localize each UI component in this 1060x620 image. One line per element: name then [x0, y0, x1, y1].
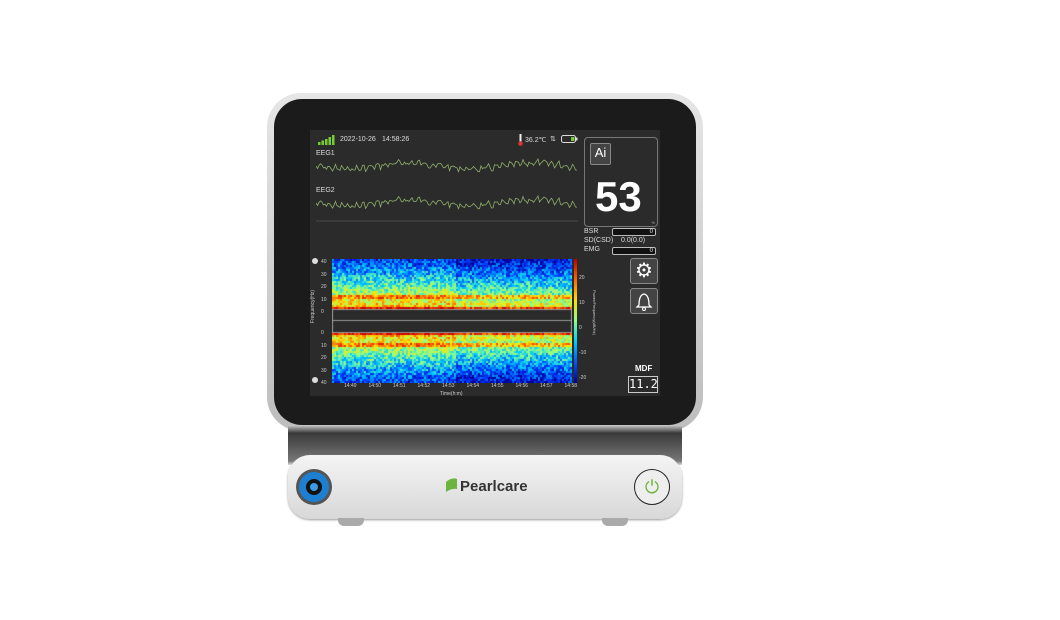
bell-icon [635, 293, 653, 311]
tick-label: 10 [321, 296, 327, 303]
device-base: Pearlcare ⏻ [288, 455, 682, 519]
x-tick-label: 14:56 [515, 383, 529, 389]
index-unit: % [651, 220, 655, 225]
tick-label: 0 [579, 325, 582, 331]
tick-label: -10 [579, 350, 587, 356]
emg-bar: 0 [612, 247, 656, 255]
status-date: 2022-10-26 [340, 136, 376, 143]
x-tick-label: 14:51 [393, 383, 406, 389]
eeg1-label: EEG1 [316, 150, 335, 157]
brand-logo-icon [446, 478, 457, 492]
x-axis-label: Time(h:m) [440, 391, 463, 397]
device-foot [338, 518, 364, 526]
settings-button[interactable]: ⚙ [630, 258, 658, 284]
ai-badge: Ai [590, 143, 611, 165]
x-tick-label: 14:49 [344, 383, 357, 389]
y-ticks-top: 40 30 20 10 0 [321, 259, 331, 315]
sensor-connector[interactable] [296, 469, 332, 505]
index-panel: Ai 53 % [584, 137, 658, 227]
x-ticks: 14:49 14:50 14:51 14:52 14:53 14:54 14:55 14:56… [332, 383, 577, 390]
alarm-button[interactable] [630, 288, 658, 314]
spectro-top-marker-icon [312, 258, 318, 264]
brand-name: Pearlcare [460, 478, 528, 495]
colorbar [574, 259, 577, 383]
tick-label: 20 [321, 355, 327, 361]
tick-label: 30 [321, 367, 327, 374]
bsr-label: BSR [584, 228, 599, 235]
tick-label: 30 [321, 271, 327, 278]
tick-label: -20 [579, 375, 587, 381]
temperature: 36.2℃ [525, 137, 547, 144]
eeg2-waveform [316, 195, 578, 210]
x-tick-label: 14:52 [417, 383, 431, 389]
eeg2-label: EEG2 [316, 187, 335, 194]
eeg1-waveform [316, 158, 578, 173]
bsr-bar: 0 [612, 228, 656, 236]
sd-value: 0.0(0.0) [621, 237, 646, 244]
emg-label: EMG [584, 246, 600, 253]
power-button[interactable]: ⏻ [634, 469, 670, 505]
tick-label: 40 [321, 259, 327, 265]
x-tick-label: 14:50 [368, 383, 382, 389]
gear-icon: ⚙ [635, 260, 653, 282]
tick-label: 0 [321, 309, 324, 315]
x-tick-label: 14:58 [564, 383, 578, 389]
mdf-value: 11.2 [628, 376, 658, 393]
transfer-icon: ⇅ [550, 136, 556, 143]
tick-label: 20 [321, 284, 327, 290]
tick-label: 10 [321, 342, 327, 349]
tick-label: 20 [579, 275, 585, 281]
tick-label: 40 [321, 380, 327, 386]
signal-bars-icon [318, 135, 335, 145]
monitor-display: 2022-10-26 14:58:26 36.2℃ ⇅ EEG1 EEG2 Ai… [310, 130, 660, 397]
thermometer-icon [518, 134, 523, 146]
x-tick-label: 14:53 [442, 383, 455, 389]
y-ticks-bottom: 0 10 20 30 40 [321, 330, 331, 386]
spectrogram [332, 259, 572, 383]
x-tick-label: 14:57 [540, 383, 553, 389]
sd-label: SD(CSD) [584, 237, 614, 244]
power-icon: ⏻ [644, 477, 660, 497]
tick-label: 0 [321, 330, 324, 336]
eeg-waveforms [316, 158, 578, 222]
x-tick-label: 14:54 [466, 383, 480, 389]
index-value: 53 [595, 173, 642, 220]
mdf-label: MDF [635, 364, 653, 373]
tick-label: 10 [579, 300, 585, 306]
x-tick-label: 14:55 [491, 383, 504, 389]
battery-icon [561, 135, 578, 143]
device-foot [602, 518, 628, 526]
colorbar-label: Power/Frequency(dB/Hz) [592, 290, 597, 335]
status-time: 14:58:26 [382, 136, 410, 143]
colorbar-ticks: 20 10 0 -10 -20 [579, 276, 589, 381]
y-axis-label: Frequency(Hz) [310, 290, 316, 324]
spectro-bottom-marker-icon [312, 377, 318, 383]
